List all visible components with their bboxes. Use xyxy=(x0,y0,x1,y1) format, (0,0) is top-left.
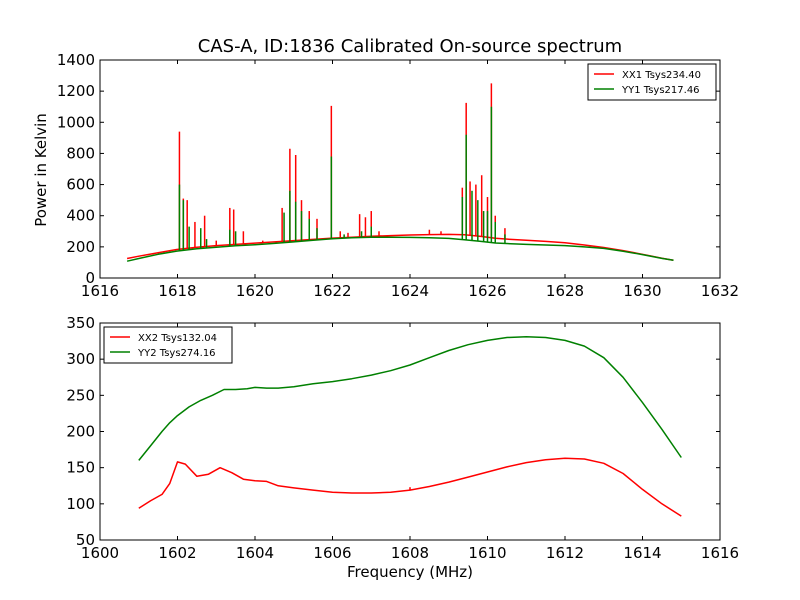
x-tick-label: 1624 xyxy=(391,282,429,300)
x-tick-label: 1610 xyxy=(468,544,506,562)
y-tick-label: 800 xyxy=(66,144,95,162)
y-tick-label: 400 xyxy=(66,207,95,225)
x-tick-label: 1604 xyxy=(236,544,274,562)
y-tick-label: 250 xyxy=(66,386,95,404)
legend: XX2 Tsys132.04 YY2 Tsys274.16 xyxy=(103,326,233,364)
x-tick-label: 1618 xyxy=(158,282,196,300)
y-tick-label: 1000 xyxy=(57,113,95,131)
legend: XX1 Tsys234.40 YY1 Tsys217.46 xyxy=(587,63,717,101)
y-tick-label: 300 xyxy=(66,350,95,368)
y-tick-label: 50 xyxy=(76,531,95,549)
series-line-yy2 xyxy=(138,335,682,461)
x-tick-label: 1616 xyxy=(701,544,739,562)
x-tick-label: 1632 xyxy=(701,282,739,300)
x-tick-label: 1630 xyxy=(623,282,661,300)
y-tick-label: 1200 xyxy=(57,82,95,100)
series-line-xx2 xyxy=(138,457,682,517)
top-plot: 1616 1618 1620 1622 1624 1626 1628 1630 1632 0 200… xyxy=(57,51,739,300)
y-tick-label: 1400 xyxy=(57,51,95,69)
y-tick-label: 350 xyxy=(66,314,95,332)
legend-label: YY2 Tsys274.16 xyxy=(137,348,216,359)
bottom-x-axis-label: Frequency (MHz) xyxy=(347,563,473,581)
x-tick-label: 1626 xyxy=(468,282,506,300)
y-tick-label: 0 xyxy=(85,269,95,287)
chart-title: CAS-A, ID:1836 Calibrated On-source spec… xyxy=(198,36,622,57)
legend-label: YY1 Tsys217.46 xyxy=(621,85,700,96)
x-tick-label: 1612 xyxy=(546,544,584,562)
bottom-plot: 1600 1602 1604 1606 1608 1610 1612 1614 1616 50 10… xyxy=(66,314,739,562)
x-tick-label: 1614 xyxy=(623,544,661,562)
y-tick-label: 150 xyxy=(66,459,95,477)
y-tick-label: 200 xyxy=(66,423,95,441)
top-y-axis-label: Power in Kelvin xyxy=(32,113,50,227)
x-tick-label: 1600 xyxy=(81,544,119,562)
x-tick-label: 1622 xyxy=(313,282,351,300)
series-group xyxy=(138,335,682,517)
x-tick-label: 1620 xyxy=(236,282,274,300)
y-tick-label: 200 xyxy=(66,238,95,256)
x-tick-label: 1628 xyxy=(546,282,584,300)
series-group xyxy=(126,83,674,262)
x-tick-label: 1602 xyxy=(158,544,196,562)
x-tick-label: 1616 xyxy=(81,282,119,300)
x-tick-label: 1606 xyxy=(313,544,351,562)
legend-label: XX2 Tsys132.04 xyxy=(138,333,217,344)
y-tick-label: 600 xyxy=(66,176,95,194)
series-line-yy1 xyxy=(126,236,674,262)
legend-label: XX1 Tsys234.40 xyxy=(622,70,701,81)
x-tick-label: 1608 xyxy=(391,544,429,562)
y-tick-label: 100 xyxy=(66,495,95,513)
